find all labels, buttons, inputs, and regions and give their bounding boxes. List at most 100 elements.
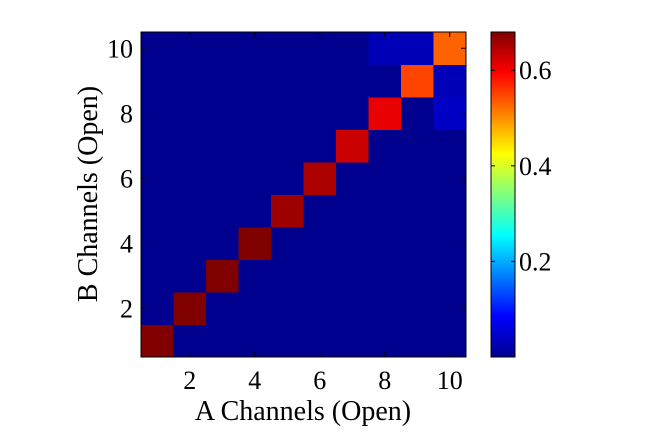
heatmap-cell-4-5 — [238, 194, 272, 228]
heatmap-cell-5-5 — [271, 194, 304, 228]
heatmap-cell-4-6 — [238, 162, 272, 195]
heatmap-cell-8-7 — [368, 129, 402, 163]
heatmap-cell-1-4 — [141, 227, 174, 260]
heatmap-cell-1-10 — [141, 32, 174, 65]
heatmap-cell-10-5 — [433, 194, 467, 228]
heatmap-cell-4-8 — [238, 97, 272, 130]
heatmap-cell-6-6 — [303, 162, 337, 195]
heatmap-cell-4-4 — [238, 227, 272, 260]
heatmap-cell-8-2 — [368, 292, 402, 325]
heatmap-cell-7-8 — [336, 97, 369, 130]
heatmap-cell-6-4 — [303, 227, 337, 260]
heatmap-cell-1-5 — [141, 194, 174, 228]
y-tick-label: 8 — [120, 99, 133, 128]
heatmap-cell-9-8 — [401, 97, 434, 130]
heatmap-cell-9-4 — [401, 227, 434, 260]
colorbar-tick-label: 0.6 — [519, 56, 552, 85]
heatmap-cell-8-9 — [368, 64, 402, 98]
heatmap-cell-2-10 — [173, 32, 207, 65]
heatmap-cell-3-10 — [206, 32, 239, 65]
heatmap-cell-3-9 — [206, 64, 239, 98]
colorbar-tick-label: 0.2 — [519, 247, 552, 276]
heatmap-cell-9-10 — [401, 32, 434, 65]
heatmap-cell-8-6 — [368, 162, 402, 195]
heatmap-cell-7-6 — [336, 162, 369, 195]
heatmap-cell-9-7 — [401, 129, 434, 163]
heatmap-cell-9-6 — [401, 162, 434, 195]
heatmap-cell-4-10 — [238, 32, 272, 65]
heatmap-cell-2-5 — [173, 194, 207, 228]
heatmap-cell-7-10 — [336, 32, 369, 65]
heatmap-cell-1-6 — [141, 162, 174, 195]
heatmap-cell-3-4 — [206, 227, 239, 260]
heatmap-cell-2-6 — [173, 162, 207, 195]
heatmap-cell-1-9 — [141, 64, 174, 98]
heatmap-cell-8-8 — [368, 97, 402, 130]
heatmap-cell-9-5 — [401, 194, 434, 228]
x-tick-label: 10 — [437, 366, 463, 395]
colorbar — [490, 31, 516, 358]
heatmap-cell-7-2 — [336, 292, 369, 325]
y-axis-ticks: 2 4 6 8 10 — [107, 34, 466, 323]
heatmap-cell-2-4 — [173, 227, 207, 260]
heatmap-cell-9-1 — [401, 324, 434, 358]
plot-area — [141, 32, 467, 358]
heatmap-cell-3-6 — [206, 162, 239, 195]
heatmap-cell-7-7 — [336, 129, 369, 163]
heatmap-cell-1-1 — [141, 324, 174, 358]
heatmap-cell-3-8 — [206, 97, 239, 130]
heatmap-cell-7-9 — [336, 64, 369, 98]
colorbar-ticks: 0.2 0.4 0.6 — [491, 56, 552, 276]
heatmap-cell-5-6 — [271, 162, 304, 195]
heatmap-cell-2-2 — [173, 292, 207, 325]
x-tick-label: 2 — [183, 366, 196, 395]
y-tick-label: 2 — [120, 294, 133, 323]
heatmap-cell-4-3 — [238, 259, 272, 293]
heatmap-cell-3-3 — [206, 259, 239, 293]
heatmap-cell-2-7 — [173, 129, 207, 163]
heatmap-cell-10-3 — [433, 259, 467, 293]
heatmap-cell-7-4 — [336, 227, 369, 260]
heatmap-cell-8-10 — [368, 32, 402, 65]
heatmap-cell-4-9 — [238, 64, 272, 98]
heatmap-cell-5-1 — [271, 324, 304, 358]
heatmap-cell-5-9 — [271, 64, 304, 98]
heatmap-cell-7-5 — [336, 194, 369, 228]
heatmap-cell-4-2 — [238, 292, 272, 325]
heatmap-cell-1-2 — [141, 292, 174, 325]
heatmap-cell-3-7 — [206, 129, 239, 163]
y-tick-label: 4 — [120, 229, 133, 258]
heatmap-cell-6-5 — [303, 194, 337, 228]
heatmap-cell-8-4 — [368, 227, 402, 260]
heatmap-cell-5-7 — [271, 129, 304, 163]
heatmap-cell-8-5 — [368, 194, 402, 228]
colorbar-tick-label: 0.4 — [519, 152, 552, 181]
plot-frame — [140, 31, 467, 358]
heatmap-cell-6-3 — [303, 259, 337, 293]
x-axis-label: A Channels (Open) — [195, 396, 411, 427]
heatmap-cell-1-8 — [141, 97, 174, 130]
y-axis-label: B Channels (Open) — [73, 86, 104, 302]
heatmap-cell-9-3 — [401, 259, 434, 293]
heatmap-cell-6-7 — [303, 129, 337, 163]
heatmap-cell-10-7 — [433, 129, 467, 163]
heatmap-cell-8-3 — [368, 259, 402, 293]
heatmap-cell-5-2 — [271, 292, 304, 325]
heatmap-cell-6-8 — [303, 97, 337, 130]
heatmap-cell-4-7 — [238, 129, 272, 163]
heatmap-cell-3-1 — [206, 324, 239, 358]
heatmap-cell-3-5 — [206, 194, 239, 228]
x-axis-ticks: 2 4 6 8 10 — [183, 32, 463, 395]
heatmap-cell-6-10 — [303, 32, 337, 65]
heatmap-cell-2-9 — [173, 64, 207, 98]
heatmap-cell-10-9 — [433, 64, 467, 98]
heatmap-cell-9-9 — [401, 64, 434, 98]
heatmap-cell-7-1 — [336, 324, 369, 358]
y-tick-label: 6 — [120, 164, 133, 193]
heatmap-cell-1-3 — [141, 259, 174, 293]
heatmap-cell-7-3 — [336, 259, 369, 293]
x-tick-label: 4 — [248, 366, 261, 395]
heatmap-cell-2-3 — [173, 259, 207, 293]
heatmap-cell-6-2 — [303, 292, 337, 325]
y-tick-label: 10 — [107, 34, 133, 63]
